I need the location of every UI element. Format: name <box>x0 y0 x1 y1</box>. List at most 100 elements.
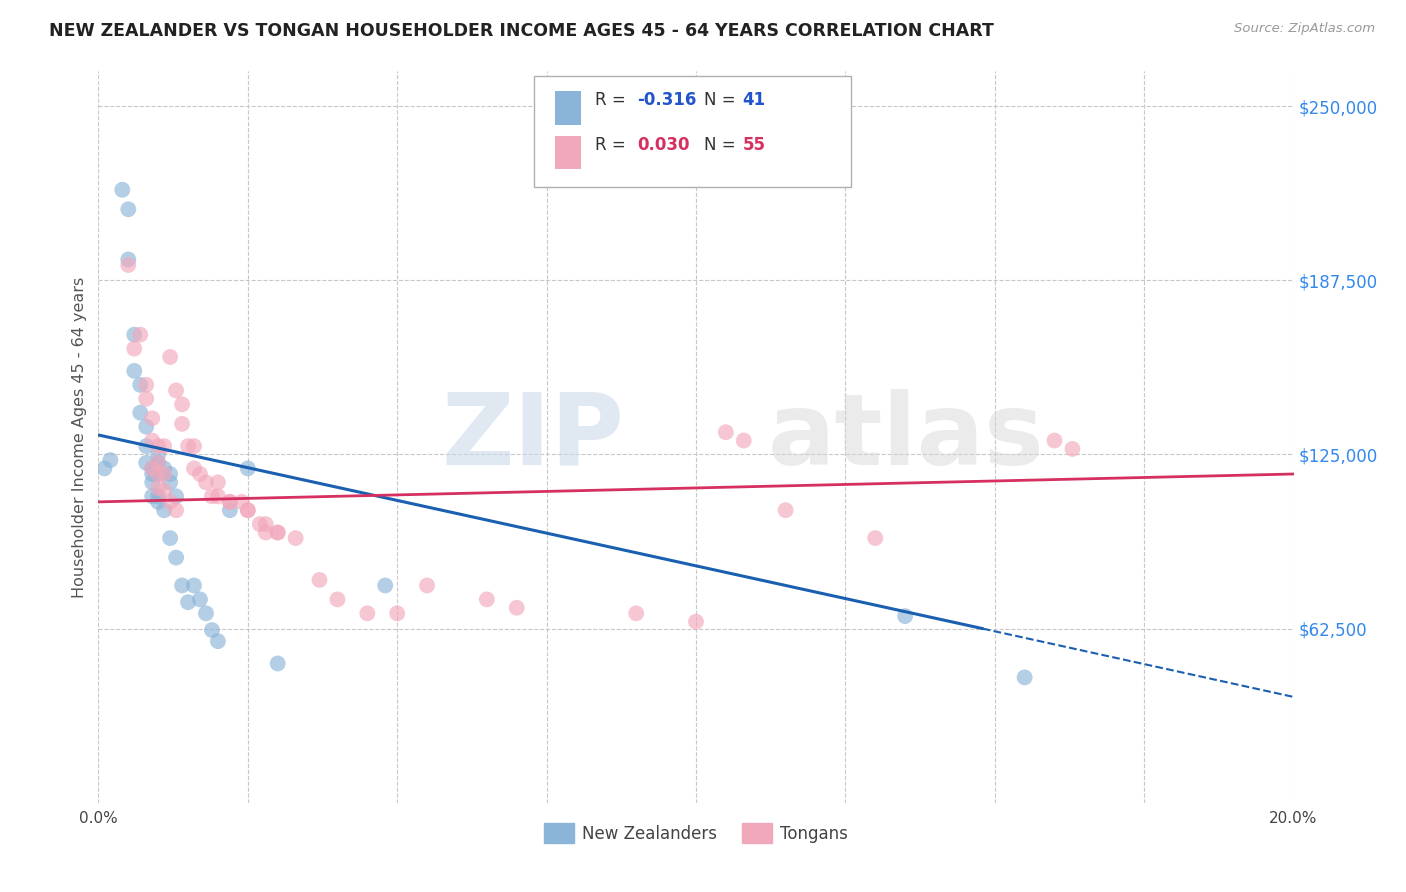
Point <box>159 495 181 509</box>
Point <box>416 578 439 592</box>
Point <box>356 607 378 621</box>
Point <box>135 392 157 406</box>
Point <box>141 475 163 490</box>
Point <box>165 503 187 517</box>
Point <box>124 342 146 356</box>
Text: N =: N = <box>704 91 741 109</box>
Point <box>153 461 176 475</box>
Point <box>148 456 170 470</box>
Point <box>148 448 170 462</box>
Point <box>148 495 170 509</box>
Point <box>1062 442 1084 456</box>
Point <box>374 578 396 592</box>
Y-axis label: Householder Income Ages 45 - 64 years: Householder Income Ages 45 - 64 years <box>72 277 87 598</box>
Point <box>153 483 176 498</box>
Point <box>165 550 187 565</box>
Point <box>159 350 181 364</box>
Point <box>159 475 181 490</box>
Point <box>183 439 205 453</box>
Text: -0.316: -0.316 <box>637 91 696 109</box>
Point <box>135 439 157 453</box>
Point <box>626 607 648 621</box>
Point <box>172 397 194 411</box>
Text: Source: ZipAtlas.com: Source: ZipAtlas.com <box>1234 22 1375 36</box>
Point <box>894 609 917 624</box>
Point <box>254 525 277 540</box>
Point <box>148 467 170 481</box>
Point <box>117 258 139 272</box>
Point <box>714 425 737 440</box>
Point <box>117 252 139 267</box>
Point <box>1014 670 1036 684</box>
Text: ZIP: ZIP <box>441 389 624 485</box>
Point <box>207 475 229 490</box>
Point <box>148 467 170 481</box>
Point <box>267 525 290 540</box>
Point <box>475 592 498 607</box>
Text: R =: R = <box>595 136 631 153</box>
Point <box>284 531 307 545</box>
Point <box>219 495 242 509</box>
Point <box>141 461 163 475</box>
Text: 41: 41 <box>742 91 765 109</box>
Point <box>267 657 290 671</box>
Point <box>172 578 194 592</box>
Point <box>153 439 176 453</box>
Point <box>141 461 163 475</box>
Point <box>236 503 259 517</box>
Point <box>165 489 187 503</box>
Point <box>775 503 797 517</box>
Point <box>219 495 242 509</box>
Point <box>172 417 194 431</box>
Point <box>236 461 259 475</box>
Point <box>195 607 218 621</box>
Point <box>1043 434 1066 448</box>
Point <box>93 461 115 475</box>
Point <box>135 419 157 434</box>
Point <box>249 517 271 532</box>
Text: NEW ZEALANDER VS TONGAN HOUSEHOLDER INCOME AGES 45 - 64 YEARS CORRELATION CHART: NEW ZEALANDER VS TONGAN HOUSEHOLDER INCO… <box>49 22 994 40</box>
Point <box>177 439 200 453</box>
Point <box>236 503 259 517</box>
Point <box>148 481 170 495</box>
Text: atlas: atlas <box>768 389 1045 485</box>
Point <box>153 503 176 517</box>
Point <box>165 384 187 398</box>
Point <box>148 456 170 470</box>
Legend: New Zealanders, Tongans: New Zealanders, Tongans <box>537 817 855 849</box>
Point <box>141 467 163 481</box>
Point <box>385 607 409 621</box>
Point <box>188 467 211 481</box>
Point <box>111 183 134 197</box>
Text: 0.030: 0.030 <box>637 136 689 153</box>
Point <box>201 623 224 637</box>
Point <box>183 578 205 592</box>
Point <box>219 503 242 517</box>
Point <box>201 489 224 503</box>
Point <box>183 461 205 475</box>
Point <box>195 475 218 490</box>
Point <box>129 377 152 392</box>
Point <box>685 615 707 629</box>
Point <box>117 202 139 217</box>
Point <box>135 377 157 392</box>
Point <box>207 634 229 648</box>
Point <box>267 525 290 540</box>
Point <box>207 489 229 503</box>
Point <box>188 592 211 607</box>
Point <box>129 406 152 420</box>
Text: N =: N = <box>704 136 741 153</box>
Point <box>177 595 200 609</box>
Point <box>231 495 253 509</box>
Text: R =: R = <box>595 91 631 109</box>
Point <box>135 456 157 470</box>
Point <box>141 411 163 425</box>
Text: 55: 55 <box>742 136 765 153</box>
Point <box>148 439 170 453</box>
Point <box>733 434 755 448</box>
Point <box>159 467 181 481</box>
Point <box>129 327 152 342</box>
Point <box>124 364 146 378</box>
Point <box>506 600 529 615</box>
Point <box>141 434 163 448</box>
